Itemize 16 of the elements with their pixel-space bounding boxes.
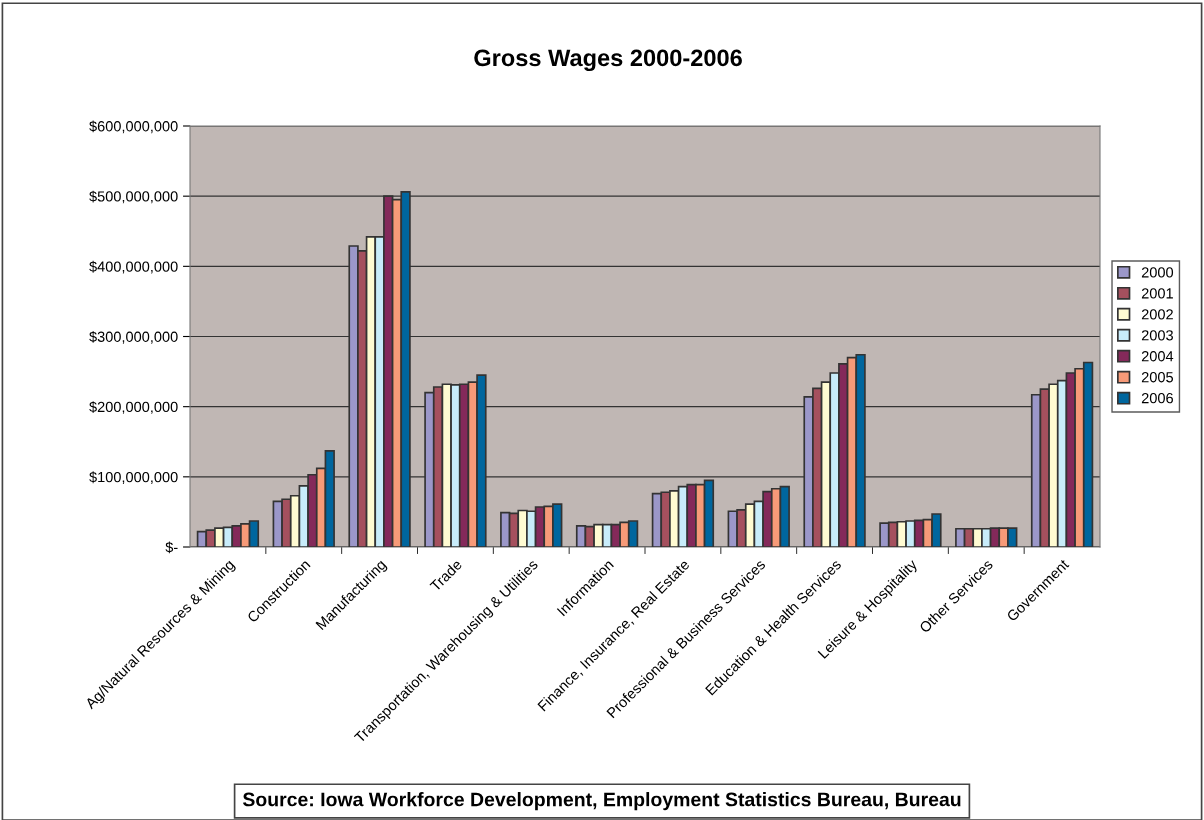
legend-label: 2003 <box>1141 330 1173 341</box>
legend-label: 2005 <box>1141 372 1174 383</box>
y-tick-label: $600,000,000 <box>89 120 178 134</box>
y-tick-label: $400,000,000 <box>89 260 178 274</box>
chart-title: Gross Wages 2000-2006 <box>474 49 742 71</box>
legend-label: 2000 <box>1141 267 1174 278</box>
source-note: Source: Iowa Workforce Development, Employment Statistics Bureau, Bureau <box>242 792 961 811</box>
y-tick-label: $300,000,000 <box>89 330 178 344</box>
legend-label: 2002 <box>1141 309 1173 320</box>
legend-label: 2006 <box>1141 393 1173 404</box>
y-tick-label: $500,000,000 <box>89 190 178 204</box>
y-tick-label: $- <box>165 541 178 554</box>
y-tick-label: $200,000,000 <box>89 401 178 414</box>
y-tick-label: $100,000,000 <box>89 471 178 484</box>
legend-label: 2004 <box>1141 351 1174 362</box>
legend-label: 2001 <box>1141 288 1173 299</box>
